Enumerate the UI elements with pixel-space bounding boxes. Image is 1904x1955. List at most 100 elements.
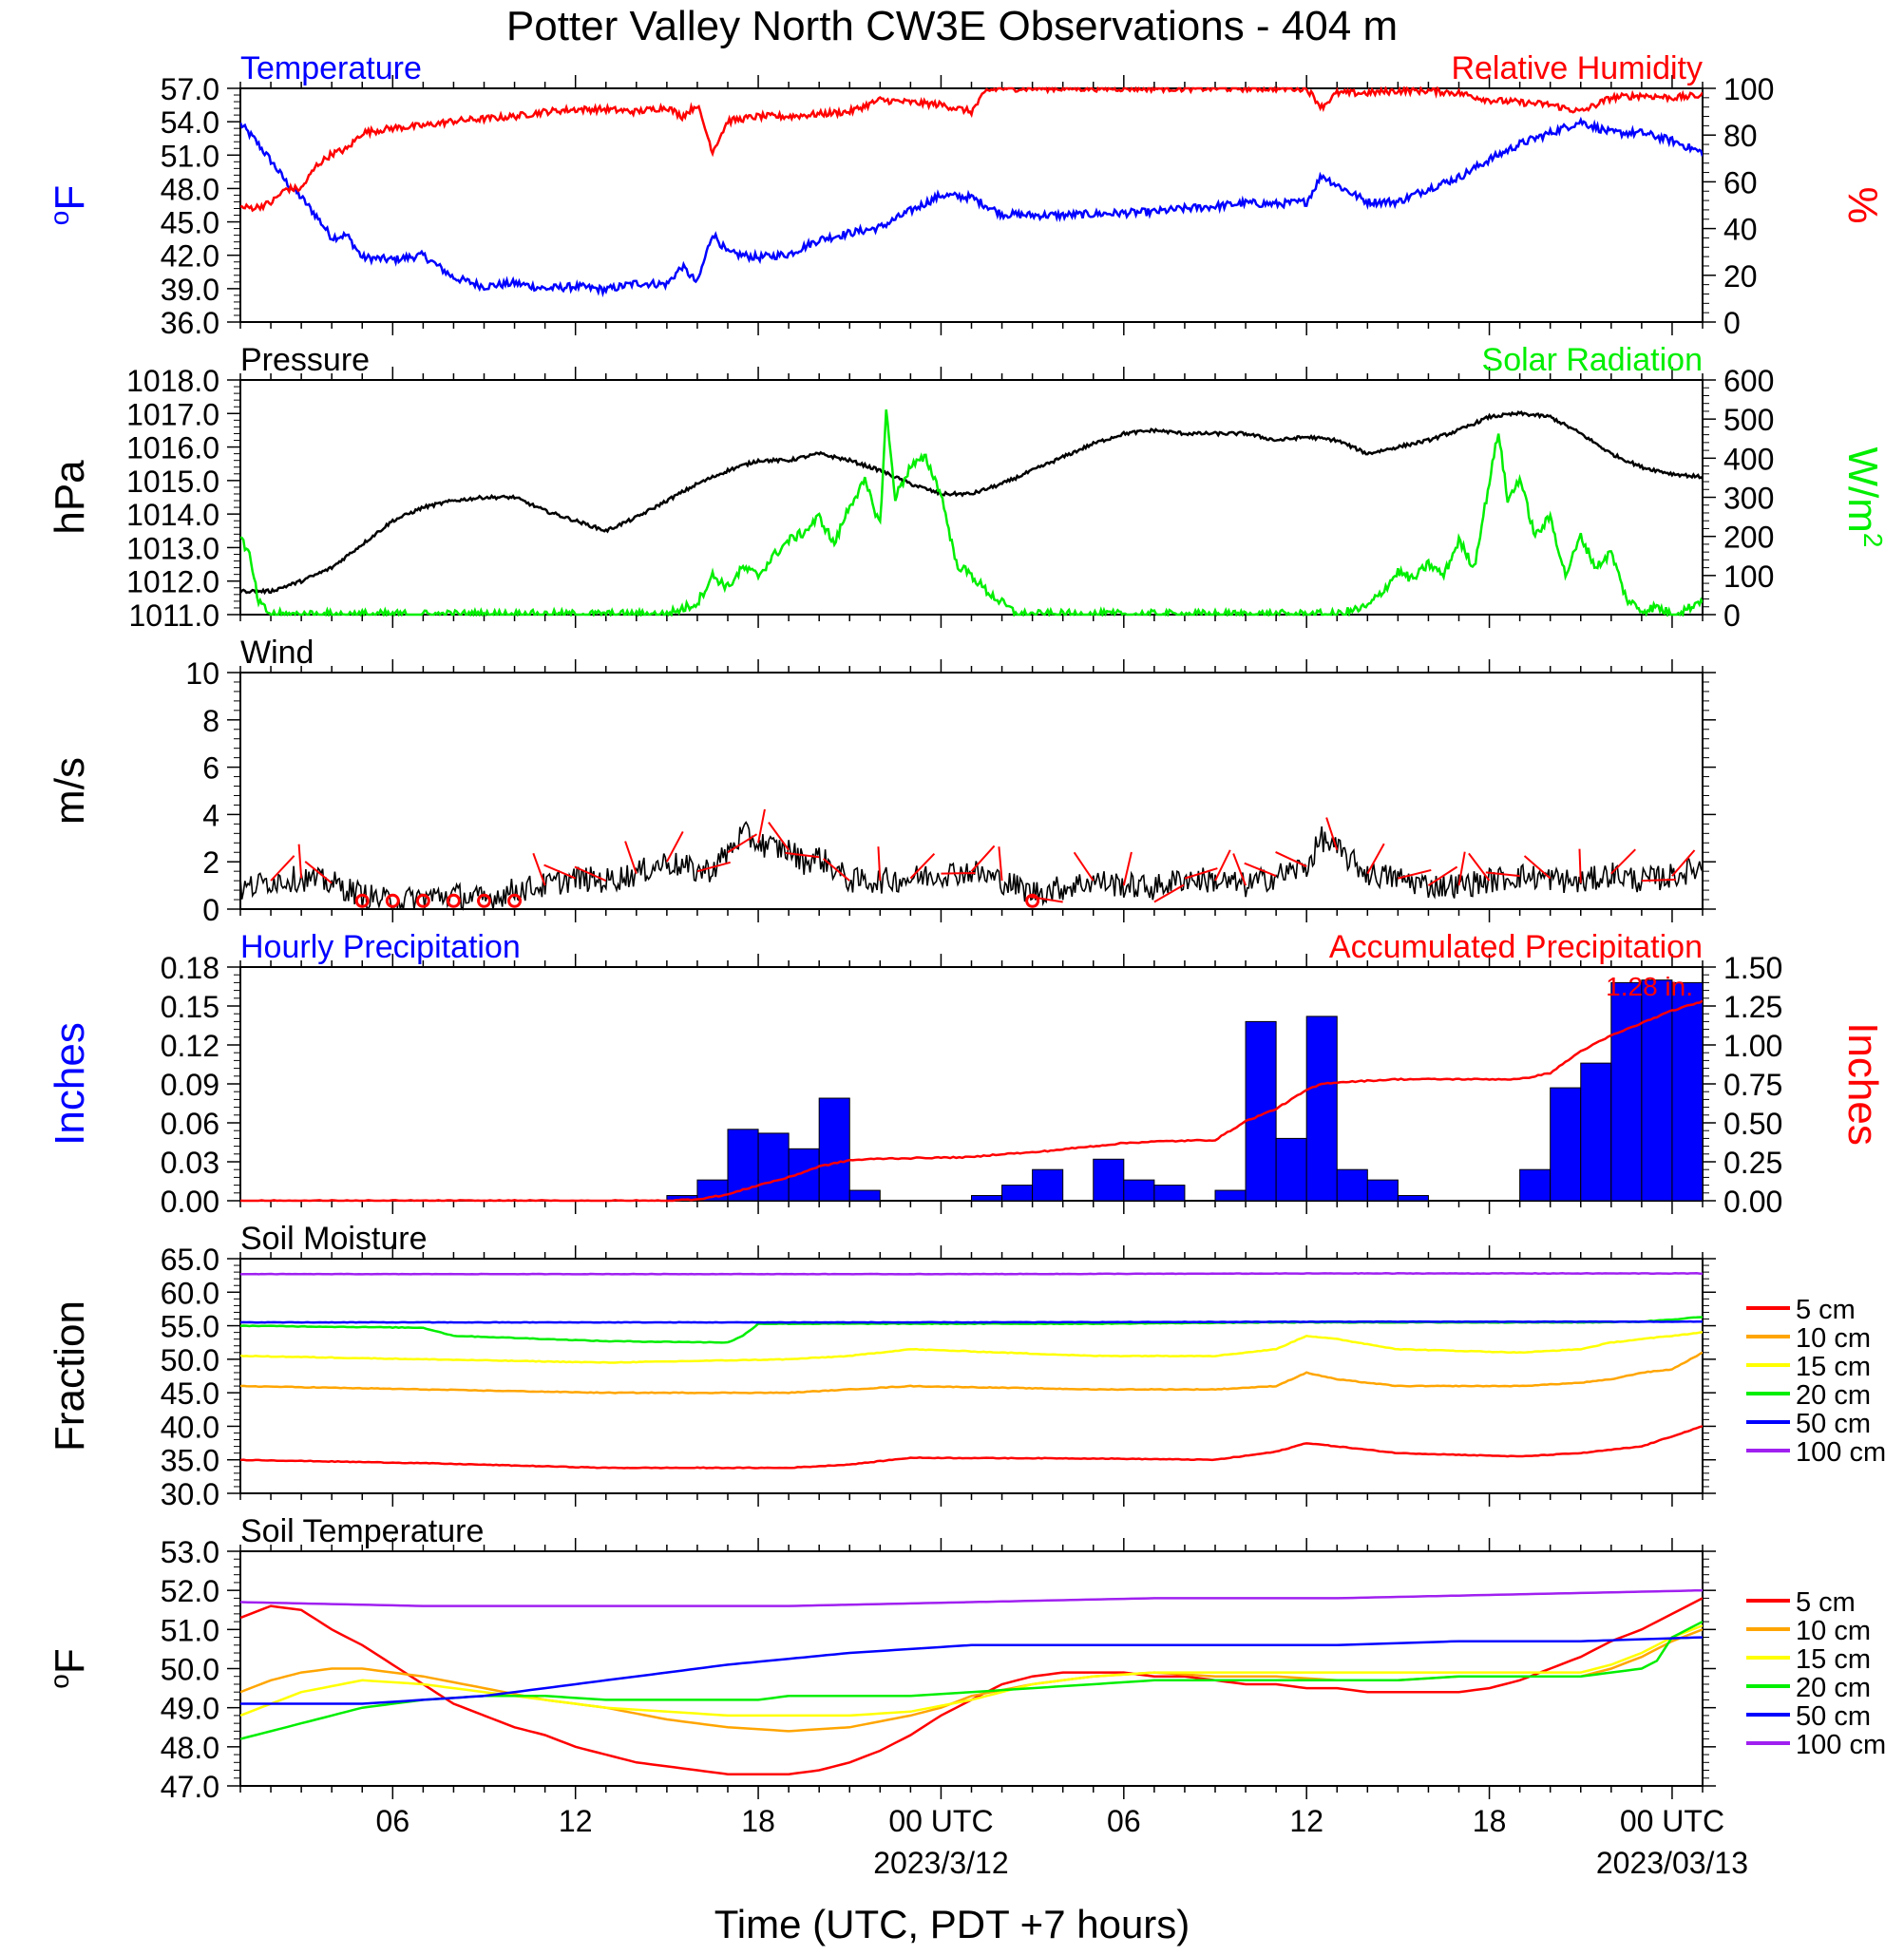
legend-label: 5 cm <box>1796 1295 1856 1325</box>
wind-barb <box>1468 852 1491 882</box>
legend-label: 20 cm <box>1796 1673 1871 1703</box>
series-relative-humidity <box>240 86 1703 213</box>
y-tick-label-left: 50.0 <box>161 1653 219 1687</box>
series-15-cm <box>240 1331 1703 1364</box>
y-tick-label-right: 200 <box>1723 521 1774 555</box>
precip-bar <box>1032 1168 1064 1202</box>
series-50-cm <box>240 1319 1703 1324</box>
x-tick-label: 12 <box>559 1804 593 1838</box>
wind-barb <box>1457 851 1466 886</box>
y-axis-label-left: Fraction <box>47 1300 93 1452</box>
legend-label: 10 cm <box>1796 1323 1871 1354</box>
series-20-cm <box>240 1620 1703 1740</box>
y-tick-label-left: 0.15 <box>161 990 219 1024</box>
panel-soil_moisture: 30.035.040.045.050.055.060.065.0 Soil Moi… <box>47 1221 1886 1511</box>
y-tick-label-left: 40.0 <box>161 1410 219 1444</box>
x-axis-label: Time (UTC, PDT +7 hours) <box>714 1902 1190 1946</box>
panel-frame <box>239 87 1704 323</box>
y-tick-label-left: 0 <box>202 893 219 927</box>
legend-label: 100 cm <box>1796 1730 1886 1760</box>
precip-bar <box>1123 1179 1155 1202</box>
y-axis-label-left: hPa <box>47 460 93 535</box>
wind-barb <box>877 846 882 882</box>
series-temperature <box>240 116 1703 298</box>
y-tick-label-left: 42.0 <box>161 239 219 274</box>
wind-barb <box>574 865 607 883</box>
precip-bar <box>1610 981 1643 1202</box>
y-tick-label-right: 100 <box>1723 560 1774 594</box>
y-tick-label-left: 60.0 <box>161 1276 219 1310</box>
wind-barb <box>909 853 936 880</box>
wind-barb <box>297 844 303 879</box>
y-tick-label-right: 0 <box>1723 598 1741 633</box>
y-tick-label-left: 1011.0 <box>129 598 220 633</box>
wind-calm-marker <box>507 893 523 908</box>
wind-barb <box>532 852 546 886</box>
y-tick-label-left: 39.0 <box>161 273 219 307</box>
wind-barb <box>665 830 684 863</box>
y-axis-label-right: Inches <box>1839 1022 1886 1146</box>
legend-label: 50 cm <box>1796 1409 1871 1439</box>
wind-barb <box>1184 867 1218 880</box>
panel-title-left: Hourly Precipitation <box>240 929 521 965</box>
y-tick-label-right: 80 <box>1723 119 1758 153</box>
wind-barb <box>1028 895 1063 903</box>
wind-calm-marker <box>354 893 370 908</box>
y-tick-label-left: 10 <box>185 656 219 691</box>
y-tick-label-left: 4 <box>202 798 219 832</box>
wind-barb <box>941 872 976 875</box>
wind-calm-marker <box>385 893 400 908</box>
wind-barb <box>1641 878 1676 883</box>
y-tick-label-left: 1015.0 <box>126 465 219 499</box>
wind-barb <box>757 808 766 844</box>
series-solar-radiation <box>240 409 1703 617</box>
y-tick-label-right: 500 <box>1723 403 1774 437</box>
y-tick-label-right: 0 <box>1723 306 1741 340</box>
x-tick-label: 18 <box>1473 1804 1507 1838</box>
series-accumulated-precip <box>240 999 1703 1203</box>
legend-label: 5 cm <box>1796 1587 1856 1618</box>
wind-barb <box>1122 851 1133 886</box>
precip-bar <box>818 1097 850 1202</box>
y-tick-label-left: 1013.0 <box>126 531 219 565</box>
panel-title-left: Soil Temperature <box>240 1513 484 1549</box>
x-tick-label: 06 <box>376 1804 410 1838</box>
panel-wind: 0 2 4 6 8 10 Wind m/s <box>47 635 1716 927</box>
y-tick-label-left: 50.0 <box>161 1343 219 1377</box>
panel-title-right: Relative Humidity <box>1451 50 1703 86</box>
wind-barb <box>823 858 850 882</box>
wind-barb <box>270 855 295 882</box>
y-tick-label-right: 1.50 <box>1723 951 1782 985</box>
panel-frame <box>239 966 1704 1202</box>
y-axis-label-left: oF <box>45 185 93 225</box>
panel-title-left: Pressure <box>240 342 370 378</box>
y-tick-label-left: 47.0 <box>161 1770 219 1804</box>
y-tick-label-right: 1.25 <box>1723 990 1782 1024</box>
y-axis-label-right: % <box>1839 186 1886 223</box>
precip-bar <box>1153 1185 1186 1202</box>
series-5-cm <box>240 1425 1703 1470</box>
legend-label: 20 cm <box>1796 1380 1871 1411</box>
y-tick-label-left: 30.0 <box>161 1477 219 1511</box>
x-tick-sublabel: 2023/3/12 <box>873 1846 1008 1880</box>
precip-bar <box>1214 1189 1247 1202</box>
panel-precip: 0.00 0.03 0.06 0.09 0.12 0.15 0.18 0.00 0.25 0.50… <box>47 929 1886 1219</box>
x-tick-sublabel: 2023/03/13 <box>1596 1846 1748 1880</box>
precip-bar <box>757 1132 790 1202</box>
wind-calm-marker <box>477 893 491 908</box>
precip-bar <box>1671 981 1703 1202</box>
y-tick-label-right: 600 <box>1723 364 1774 398</box>
series-100-cm <box>240 1272 1703 1276</box>
y-tick-label-left: 0.12 <box>161 1029 219 1063</box>
series-5-cm <box>240 1597 1703 1775</box>
x-tick-label: 06 <box>1107 1804 1141 1838</box>
precip-bar <box>1305 1015 1338 1202</box>
y-tick-label-right: 0.50 <box>1723 1107 1782 1141</box>
precip-bar <box>848 1189 881 1202</box>
series-50-cm <box>240 1636 1703 1705</box>
y-tick-label-left: 45.0 <box>161 206 219 240</box>
y-tick-label-left: 36.0 <box>161 306 219 340</box>
panel-title-left: Soil Moisture <box>240 1221 428 1257</box>
legend-label: 50 cm <box>1796 1701 1871 1732</box>
